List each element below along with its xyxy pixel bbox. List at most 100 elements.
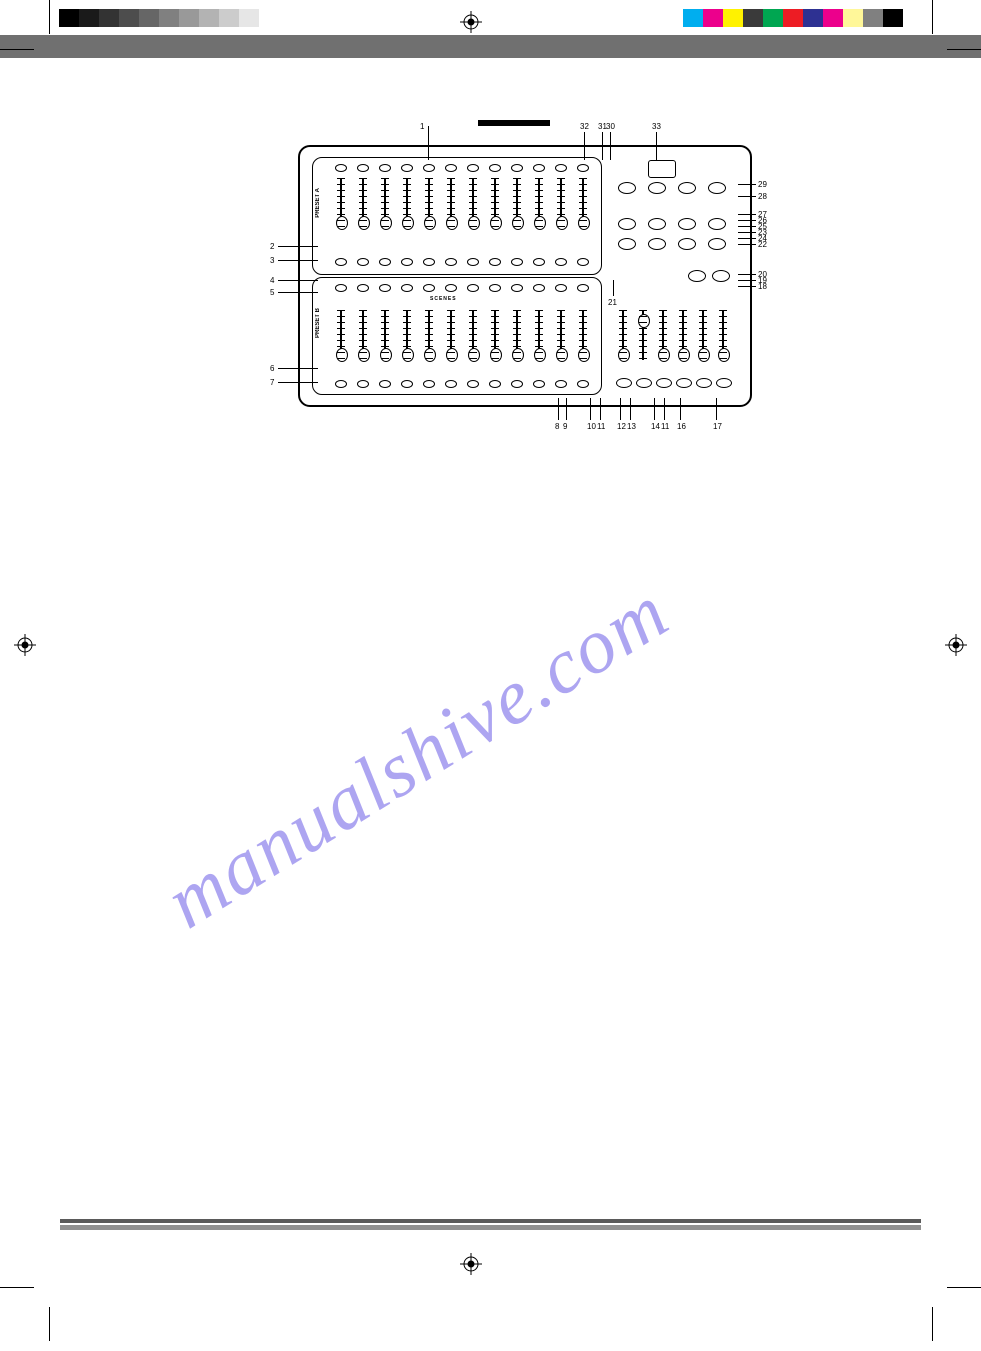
channel-fader[interactable] [334,178,348,228]
callout-number: 30 [606,122,615,131]
channel-fader[interactable] [334,310,348,360]
flash-button[interactable] [510,380,524,388]
panel-button[interactable] [678,238,696,250]
channel-fader[interactable] [356,178,370,228]
callout-line [738,220,756,221]
channel-fader[interactable] [422,178,436,228]
master-fader[interactable] [716,310,730,360]
callout-line [278,292,318,293]
panel-button[interactable] [712,270,730,282]
callout-number: 3 [270,256,274,265]
panel-button[interactable] [616,378,632,388]
flash-button[interactable] [400,258,414,266]
channel-fader[interactable] [510,310,524,360]
callout-line [738,244,756,245]
callout-line [738,214,756,215]
channel-fader[interactable] [378,178,392,228]
channel-fader[interactable] [532,310,546,360]
callout-line [600,398,601,420]
callout-line [584,132,585,160]
callout-line [278,382,318,383]
flash-button[interactable] [576,258,590,266]
channel-fader[interactable] [400,310,414,360]
panel-button[interactable] [708,238,726,250]
master-fader[interactable] [676,310,690,360]
channel-fader[interactable] [488,178,502,228]
channel-led [554,164,568,172]
channel-fader[interactable] [378,310,392,360]
panel-button[interactable] [648,238,666,250]
crop-mark [947,1287,981,1288]
channel-fader[interactable] [510,178,524,228]
channel-fader[interactable] [488,310,502,360]
panel-button[interactable] [688,270,706,282]
channel-led [378,164,392,172]
preset-a-label: PRESET A [315,188,321,218]
master-fader[interactable] [656,310,670,360]
flash-button[interactable] [422,380,436,388]
callout-number: 1 [420,122,424,131]
callout-line [278,368,318,369]
panel-button[interactable] [618,182,636,194]
flash-button[interactable] [356,380,370,388]
channel-fader[interactable] [400,178,414,228]
channel-fader[interactable] [422,310,436,360]
channel-fader[interactable] [554,178,568,228]
flash-button[interactable] [334,258,348,266]
flash-button[interactable] [378,258,392,266]
flash-button[interactable] [554,258,568,266]
callout-line [278,246,318,247]
channel-fader[interactable] [466,310,480,360]
master-fader[interactable] [696,310,710,360]
flash-button[interactable] [510,258,524,266]
flash-button[interactable] [554,380,568,388]
flash-button[interactable] [378,380,392,388]
crop-mark [947,49,981,50]
flash-button[interactable] [466,380,480,388]
flash-button[interactable] [400,380,414,388]
callout-number: 29 [758,180,767,189]
swatch [99,9,119,27]
callout-line [738,238,756,239]
callout-number: 14 [651,422,660,431]
channel-fader[interactable] [576,178,590,228]
flash-button[interactable] [466,258,480,266]
panel-button[interactable] [708,218,726,230]
master-fader[interactable] [636,310,650,360]
swatch [259,9,279,27]
channel-fader[interactable] [554,310,568,360]
panel-button[interactable] [618,218,636,230]
panel-button[interactable] [618,238,636,250]
panel-button[interactable] [678,218,696,230]
channel-fader[interactable] [444,178,458,228]
flash-button[interactable] [444,258,458,266]
swatch [139,9,159,27]
channel-fader[interactable] [444,310,458,360]
panel-button[interactable] [648,182,666,194]
flash-button[interactable] [576,380,590,388]
channel-fader[interactable] [532,178,546,228]
channel-fader[interactable] [356,310,370,360]
panel-button[interactable] [678,182,696,194]
panel-button[interactable] [696,378,712,388]
flash-button[interactable] [422,258,436,266]
panel-button[interactable] [648,218,666,230]
flash-button[interactable] [444,380,458,388]
panel-button[interactable] [716,378,732,388]
master-fader[interactable] [616,310,630,360]
flash-button[interactable] [532,258,546,266]
panel-button[interactable] [676,378,692,388]
panel-button[interactable] [636,378,652,388]
channel-fader[interactable] [466,178,480,228]
channel-led [532,284,546,292]
flash-button[interactable] [356,258,370,266]
flash-button[interactable] [532,380,546,388]
channel-led [466,164,480,172]
callout-line [738,286,756,287]
channel-fader[interactable] [576,310,590,360]
flash-button[interactable] [488,258,502,266]
flash-button[interactable] [488,380,502,388]
panel-button[interactable] [708,182,726,194]
panel-button[interactable] [656,378,672,388]
flash-button[interactable] [334,380,348,388]
